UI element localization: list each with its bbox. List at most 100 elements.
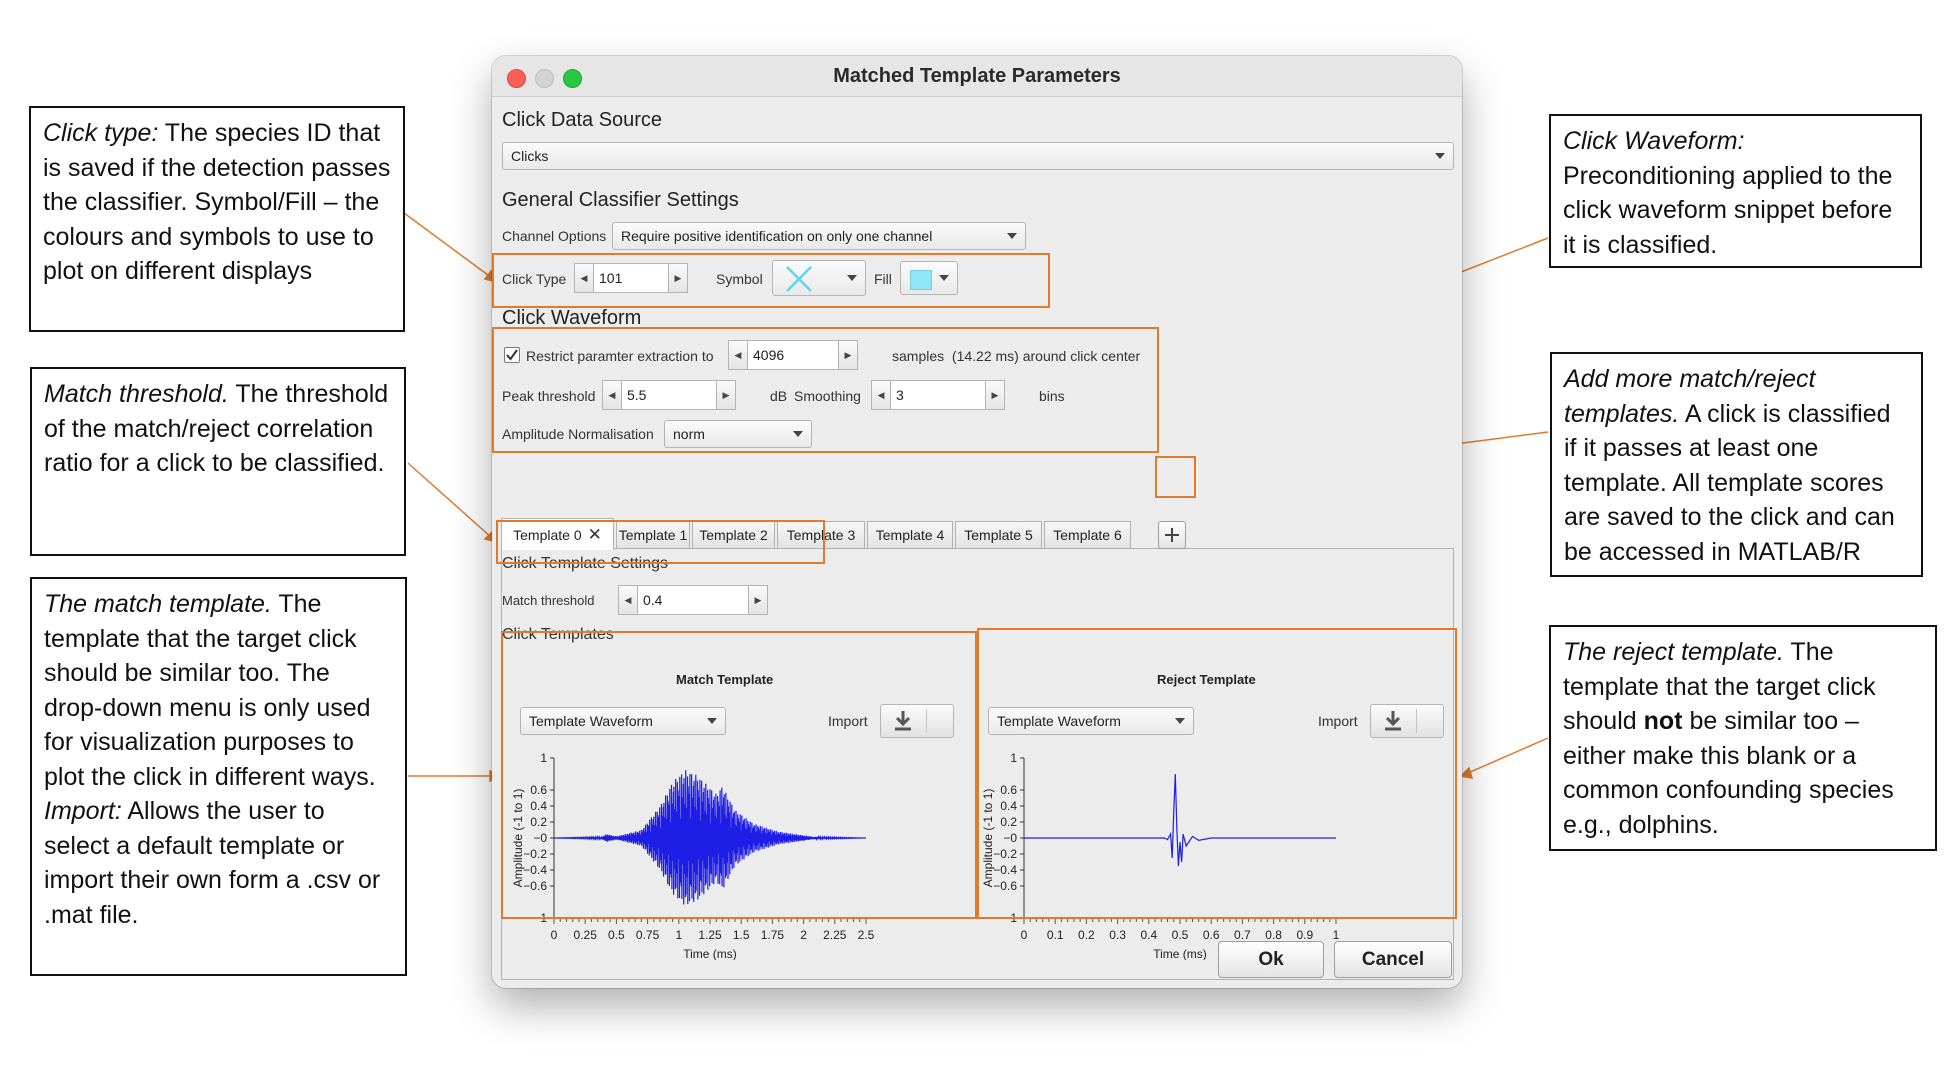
x-tick-label: 0.5	[1172, 928, 1189, 942]
decrement-icon[interactable]: ◀	[618, 585, 638, 615]
restrict-checkbox[interactable]	[504, 347, 520, 363]
x-tick-label: 0	[551, 928, 558, 942]
chevron-down-icon	[707, 718, 717, 724]
chevron-down-icon	[793, 431, 803, 437]
y-tick-label: −0.4	[993, 863, 1017, 877]
smoothing-unit-label: bins	[1039, 388, 1065, 404]
reject-template-title: Reject Template	[1157, 672, 1256, 687]
click-type-spinner[interactable]: ◀ 101 ▶	[574, 263, 688, 293]
y-tick-label: 1	[1010, 751, 1017, 765]
annotation-click-type-text: The species ID that is saved if the dete…	[43, 119, 391, 285]
amplitude-norm-select[interactable]: norm	[664, 420, 812, 448]
samples-spinner[interactable]: ◀ 4096 ▶	[728, 340, 858, 370]
increment-icon[interactable]: ▶	[668, 263, 688, 293]
amplitude-norm-value: norm	[673, 426, 705, 442]
fill-label: Fill	[874, 271, 892, 287]
peak-threshold-spinner[interactable]: ◀ 5.5 ▶	[602, 380, 736, 410]
match-threshold-input[interactable]: 0.4	[638, 585, 748, 615]
match-threshold-label: Match threshold	[502, 593, 595, 608]
increment-icon[interactable]: ▶	[985, 380, 1005, 410]
channel-options-select[interactable]: Require positive identification on only …	[612, 222, 1026, 250]
increment-icon[interactable]: ▶	[716, 380, 736, 410]
match-template-chart: 10.60.40.2−0−0.2−0.4−0.6−10 0.25 0.5 0.75 1 1…	[511, 751, 875, 960]
annotation-reject-text-before: The template that the target click shoul…	[1563, 638, 1876, 735]
x-tick-label: 2.5	[858, 928, 875, 942]
smoothing-spinner[interactable]: ◀ 3 ▶	[871, 380, 1005, 410]
chevron-down-icon	[1435, 153, 1445, 159]
tab-template-5-label: Template 5	[964, 527, 1033, 543]
x-tick-label: 2.25	[823, 928, 847, 942]
y-axis-label: Amplitude (-1 to 1)	[511, 789, 525, 888]
annotation-click-waveform-text: Preconditioning applied to the click wav…	[1563, 161, 1893, 259]
match-mode-select[interactable]: Template Waveform	[520, 707, 726, 735]
samples-input[interactable]: 4096	[748, 340, 838, 370]
highlight-add-template	[1155, 456, 1196, 498]
annotation-add-more-em: Add more match/reject templates.	[1564, 365, 1816, 428]
decrement-icon[interactable]: ◀	[871, 380, 891, 410]
waveform-line	[554, 770, 866, 905]
annotation-click-type-em: Click type:	[43, 119, 159, 147]
tab-template-5[interactable]: Template 5	[955, 521, 1042, 549]
annotation-match-threshold: Match threshold. The threshold of the ma…	[30, 367, 406, 556]
click-data-source-select[interactable]: Clicks	[502, 142, 1454, 170]
y-tick-label: 0.6	[1000, 783, 1017, 797]
chevron-down-icon	[1175, 718, 1185, 724]
click-type-input[interactable]: 101	[594, 263, 668, 293]
increment-icon[interactable]: ▶	[748, 585, 768, 615]
x-tick-label: 0	[1021, 928, 1028, 942]
tab-template-2[interactable]: Template 2	[692, 521, 775, 549]
y-tick-label: −0.2	[523, 847, 547, 861]
increment-icon[interactable]: ▶	[838, 340, 858, 370]
peak-threshold-label: Peak threshold	[502, 388, 596, 404]
symbol-select[interactable]	[772, 260, 866, 296]
tab-template-4-label: Template 4	[875, 527, 945, 543]
x-cross-icon	[786, 266, 812, 292]
annotation-reject-template: The reject template. The template that t…	[1549, 625, 1937, 851]
x-tick-label: 1.25	[698, 928, 722, 942]
chevron-down-icon	[939, 275, 949, 281]
zoom-window-button[interactable]	[563, 69, 582, 88]
decrement-icon[interactable]: ◀	[602, 380, 622, 410]
minimize-window-button[interactable]	[535, 69, 554, 88]
close-icon[interactable]: ✕	[587, 524, 602, 544]
add-template-button[interactable]	[1158, 521, 1186, 549]
peak-threshold-input[interactable]: 5.5	[622, 380, 716, 410]
match-threshold-spinner[interactable]: ◀ 0.4 ▶	[618, 585, 768, 615]
y-tick-label: 0.2	[530, 815, 547, 829]
annotation-import-em: Import:	[44, 797, 122, 825]
tab-template-6[interactable]: Template 6	[1044, 521, 1131, 549]
cancel-button[interactable]: Cancel	[1334, 941, 1452, 978]
close-window-button[interactable]	[507, 69, 526, 88]
waveform-line	[1024, 773, 1336, 867]
checkmark-icon	[506, 349, 518, 361]
reject-mode-select[interactable]: Template Waveform	[988, 707, 1194, 735]
annotation-add-more: Add more match/reject templates. A click…	[1550, 352, 1923, 577]
click-templates-heading: Click Templates	[502, 626, 614, 643]
x-tick-label: 0.3	[1109, 928, 1126, 942]
fill-select[interactable]	[900, 261, 958, 295]
decrement-icon[interactable]: ◀	[728, 340, 748, 370]
x-tick-label: 0.25	[574, 928, 598, 942]
smoothing-input[interactable]: 3	[891, 380, 985, 410]
tab-template-4[interactable]: Template 4	[867, 521, 953, 549]
y-tick-label: −0.6	[523, 879, 547, 893]
match-mode-value: Template Waveform	[529, 713, 653, 729]
channel-options-label: Channel Options	[502, 228, 607, 244]
x-tick-label: 0.5	[608, 928, 625, 942]
x-tick-label: 2	[800, 928, 807, 942]
x-tick-label: 0.7	[1234, 928, 1251, 942]
x-axis-label: Time (ms)	[1153, 947, 1207, 960]
x-axis-label: Time (ms)	[683, 947, 737, 960]
tab-template-0[interactable]: Template 0 ✕	[501, 518, 614, 550]
annotation-click-type: Click type: The species ID that is saved…	[29, 106, 405, 332]
match-import-button[interactable]	[880, 704, 954, 738]
tab-template-1[interactable]: Template 1	[616, 521, 690, 549]
reject-import-button[interactable]	[1370, 704, 1444, 738]
tab-template-1-label: Template 1	[618, 527, 688, 543]
match-import-label: Import	[828, 713, 868, 729]
x-tick-label: 0.4	[1140, 928, 1157, 942]
ok-button[interactable]: Ok	[1218, 941, 1324, 978]
y-tick-label: −0.4	[523, 863, 547, 877]
decrement-icon[interactable]: ◀	[574, 263, 594, 293]
y-tick-label: −0	[533, 831, 547, 845]
